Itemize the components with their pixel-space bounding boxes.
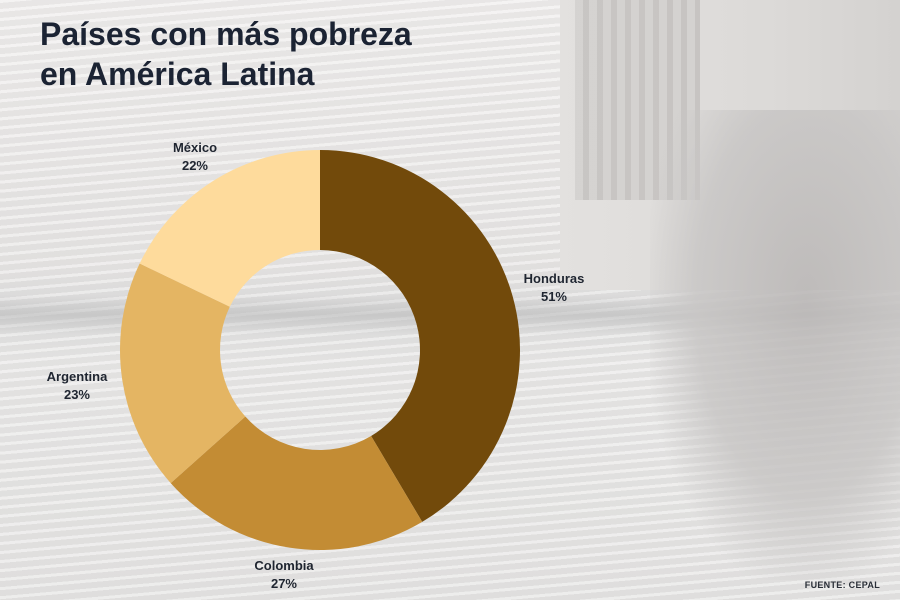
slice-mexico	[139, 150, 320, 307]
slice-label: Argentina 23%	[47, 368, 108, 404]
slice-argentina	[120, 263, 246, 484]
slice-label-name: México	[172, 140, 218, 155]
source-note: FUENTE: CEPAL	[804, 580, 880, 590]
slice-label-value: 27%	[270, 576, 298, 591]
slice-label-value: 23%	[63, 387, 91, 402]
slice-label-name: Colombia	[254, 558, 314, 573]
slice-label-value: 22%	[181, 158, 209, 173]
title-line-1: Países con más pobreza	[40, 16, 412, 52]
slice-label: Honduras 51%	[524, 270, 585, 306]
slice-label: México 22%	[173, 139, 217, 175]
slice-label: Colombia 27%	[254, 557, 313, 593]
slice-label-name: Honduras	[523, 271, 585, 286]
slice-colombia	[170, 416, 423, 550]
slice-label-name: Argentina	[46, 369, 108, 384]
slice-honduras	[320, 150, 520, 522]
slice-label-value: 51%	[540, 289, 568, 304]
title-line-2: en América Latina	[40, 56, 315, 92]
chart-title: Países con más pobreza en América Latina	[40, 14, 412, 94]
background-person	[650, 110, 900, 580]
